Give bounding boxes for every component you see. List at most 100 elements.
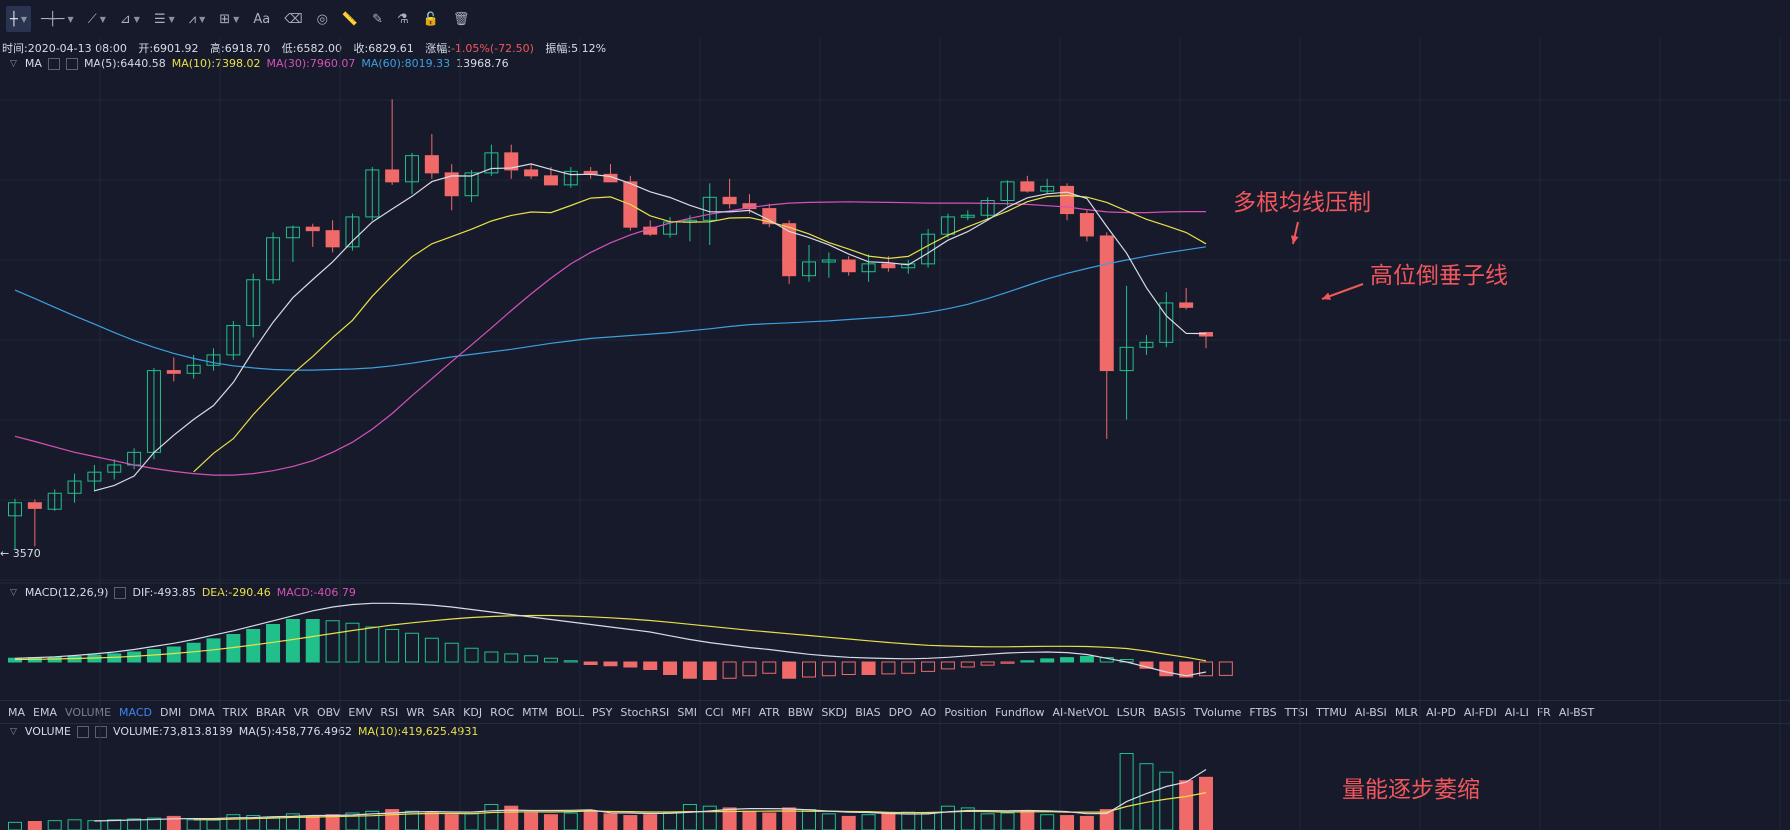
indicator-tab-mtm[interactable]: MTM	[522, 705, 548, 719]
annotation-arrow-2-head	[1322, 292, 1331, 300]
indicator-tab-ttsi[interactable]: TTSI	[1284, 705, 1309, 719]
visibility-toggle-icon[interactable]	[76, 725, 89, 738]
macd-histogram-bar	[702, 661, 717, 680]
close-indicator-icon[interactable]	[114, 586, 127, 599]
indicator-tab-ai-bsi[interactable]: AI-BSI	[1354, 705, 1387, 719]
indicator-tab-tvolume[interactable]: TVolume	[1193, 705, 1242, 719]
visibility-toggle-icon[interactable]	[47, 57, 60, 70]
indicator-tab-bbw[interactable]: BBW	[787, 705, 814, 719]
ruler-tool[interactable]: 📏	[338, 6, 362, 32]
indicator-tab-sar[interactable]: SAR	[432, 705, 456, 719]
dropdown-caret-icon[interactable]: ▼	[168, 14, 175, 24]
indicator-tab-dma[interactable]: DMA	[189, 705, 215, 719]
volume-bar	[1060, 815, 1075, 830]
measure-tool[interactable]: ⚗	[393, 6, 413, 32]
indicator-tab-ai-pd[interactable]: AI-PD	[1426, 705, 1456, 719]
macd-histogram-bar	[405, 632, 419, 663]
macd-histogram-bar	[444, 642, 459, 663]
angle-tool[interactable]: ⊿ ▼	[116, 6, 144, 32]
close-indicator-icon[interactable]	[65, 57, 78, 70]
magnet-tool[interactable]: ◎	[313, 6, 332, 32]
open-label: 开:	[138, 42, 154, 55]
ma-legend: ▽ MA MA(5):6440.58 MA(10):7398.02 MA(30)…	[10, 57, 515, 70]
indicator-tab-vr[interactable]: VR	[293, 705, 309, 719]
indicator-tab-ao[interactable]: AO	[920, 705, 937, 719]
indicator-tab-stochrsi[interactable]: StochRSI	[620, 705, 670, 719]
high-label: 高:	[210, 42, 225, 55]
crosshair-tool[interactable]: ┼ ▼	[6, 6, 31, 32]
indicator-tab-brar[interactable]: BRAR	[255, 705, 286, 719]
trend-line-icon: ⟋	[87, 11, 97, 27]
volume-ma5-line	[94, 768, 1207, 822]
volume-bar	[1040, 814, 1055, 830]
indicator-tab-cci[interactable]: CCI	[705, 705, 724, 719]
volume-bar	[67, 819, 82, 830]
volume-bar	[782, 807, 797, 830]
indicator-tab-trix[interactable]: TRIX	[222, 705, 248, 719]
volume-bar	[1020, 810, 1035, 830]
close-indicator-icon[interactable]	[94, 725, 107, 738]
collapse-chevron-icon[interactable]: ▽	[10, 726, 17, 737]
dropdown-caret-icon[interactable]: ▼	[20, 14, 27, 24]
indicator-tab-ai-netvol[interactable]: AI-NetVOL	[1052, 705, 1109, 719]
indicator-tab-basis[interactable]: BASIS	[1153, 705, 1186, 719]
text-tool[interactable]: Aa	[249, 6, 274, 32]
eraser-tool[interactable]: ⌫	[280, 6, 306, 32]
indicator-tab-ttmu[interactable]: TTMU	[1316, 705, 1347, 719]
parallel-lines-tool[interactable]: ☰ ▼	[150, 6, 179, 32]
lock-tool[interactable]: 🔓	[419, 6, 443, 32]
volume-bar	[464, 813, 479, 830]
volume-bar	[345, 812, 360, 830]
macd-histogram-bar	[782, 661, 797, 679]
indicator-tab-ai-fdi[interactable]: AI-FDI	[1463, 705, 1497, 719]
indicator-tab-rsi[interactable]: RSI	[380, 705, 399, 719]
grid-tool[interactable]: ⊞ ▼	[215, 6, 243, 32]
indicator-tab-ema[interactable]: EMA	[33, 705, 57, 719]
horizontal-line-tool[interactable]: ─┼─ ▼	[37, 6, 78, 32]
indicator-tab-boll[interactable]: BOLL	[555, 705, 585, 719]
indicator-tab-kdj[interactable]: KDJ	[463, 705, 483, 719]
trend-line-tool[interactable]: ⟋ ▼	[84, 6, 110, 32]
indicator-tab-fundflow[interactable]: Fundflow	[995, 705, 1045, 719]
ma60-value: MA(60):8019.33	[361, 57, 451, 70]
indicator-tab-dmi[interactable]: DMI	[160, 705, 182, 719]
wave-tool[interactable]: ⩘ ▼	[185, 6, 210, 32]
indicator-tab-emv[interactable]: EMV	[348, 705, 373, 719]
candle-body	[345, 216, 360, 248]
collapse-chevron-icon[interactable]: ▽	[10, 58, 17, 69]
dropdown-caret-icon[interactable]: ▼	[199, 14, 206, 24]
indicator-tab-mfi[interactable]: MFI	[731, 705, 751, 719]
candle-body	[504, 152, 519, 171]
ma10-line	[193, 194, 1207, 473]
indicator-tab-obv[interactable]: OBV	[317, 705, 341, 719]
indicator-tab-roc[interactable]: ROC	[490, 705, 515, 719]
indicator-tab-position[interactable]: Position	[944, 705, 988, 719]
indicator-tab-bias[interactable]: BIAS	[855, 705, 881, 719]
dropdown-caret-icon[interactable]: ▼	[67, 14, 74, 24]
brush-tool[interactable]: ✎	[368, 6, 387, 32]
candle-body	[841, 259, 856, 273]
indicator-tab-psy[interactable]: PSY	[592, 705, 613, 719]
indicator-tab-ai-li[interactable]: AI-LI	[1504, 705, 1529, 719]
indicator-tab-ma[interactable]: MA	[8, 705, 26, 719]
dropdown-caret-icon[interactable]: ▼	[133, 14, 140, 24]
indicator-tab-wr[interactable]: WR	[406, 705, 425, 719]
indicator-tab-dpo[interactable]: DPO	[888, 705, 913, 719]
trash-tool[interactable]: 🗑	[449, 6, 474, 32]
indicator-tab-smi[interactable]: SMI	[677, 705, 698, 719]
time-value: 2020-04-13 08:00	[27, 42, 127, 55]
indicator-tab-macd[interactable]: MACD	[119, 705, 153, 719]
volume-bar	[107, 819, 122, 830]
indicator-tab-mlr[interactable]: MLR	[1394, 705, 1419, 719]
collapse-chevron-icon[interactable]: ▽	[10, 587, 17, 598]
indicator-tab-atr[interactable]: ATR	[758, 705, 780, 719]
dropdown-caret-icon[interactable]: ▼	[99, 14, 106, 24]
indicator-tab-ftbs[interactable]: FTBS	[1249, 705, 1277, 719]
volume-bar	[166, 815, 181, 830]
indicator-tab-lsur[interactable]: LSUR	[1116, 705, 1146, 719]
indicator-tab-skdj[interactable]: SKDJ	[821, 705, 848, 719]
dropdown-caret-icon[interactable]: ▼	[233, 14, 240, 24]
amplitude-label: 振幅:	[545, 42, 572, 55]
indicator-tab-ai-bst[interactable]: AI-BST	[1558, 705, 1595, 719]
